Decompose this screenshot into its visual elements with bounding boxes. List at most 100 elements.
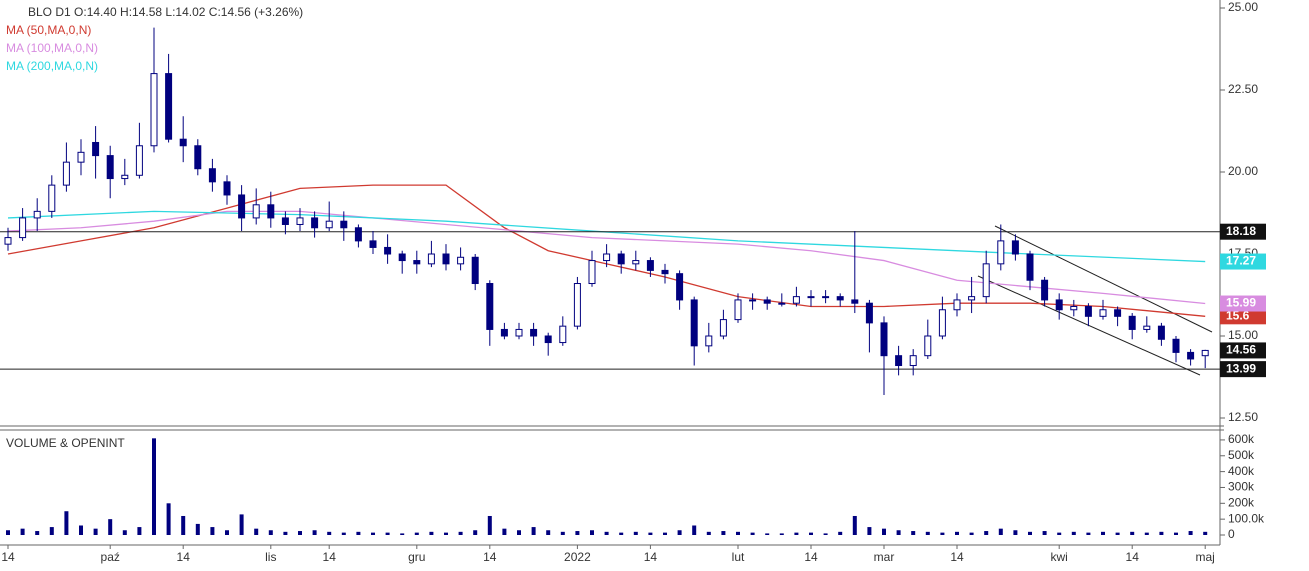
candle-body xyxy=(471,256,479,285)
volume-bar xyxy=(6,530,10,535)
volume-bar xyxy=(692,525,697,535)
candle-body xyxy=(632,260,640,265)
volume-bar xyxy=(268,530,273,535)
candle-body xyxy=(719,319,727,337)
panel-title: VOLUME & OPENINT xyxy=(6,436,125,450)
volume-bar xyxy=(896,530,901,535)
volume-bar xyxy=(633,531,638,535)
candle-body xyxy=(354,227,362,242)
x-tick-label: 14 xyxy=(483,550,497,564)
y-tick-label: 12.50 xyxy=(1228,410,1258,424)
volume-bar xyxy=(677,530,682,535)
volume-bar xyxy=(809,532,813,535)
candle-body xyxy=(384,246,392,255)
volume-bar xyxy=(429,531,434,535)
volume-bar xyxy=(940,532,945,535)
volume-bar xyxy=(20,528,25,535)
legend-entry: MA (50,MA,0,N) xyxy=(6,23,91,37)
volume-bar xyxy=(327,531,332,535)
volume-bar xyxy=(64,511,69,535)
candle-body xyxy=(165,73,173,140)
candle-body xyxy=(208,168,216,183)
volume-bar xyxy=(122,530,127,535)
volume-bar xyxy=(546,530,551,535)
volume-bar xyxy=(181,515,186,535)
y-tick-label: 100.0k xyxy=(1228,511,1265,525)
x-tick-label: 14 xyxy=(323,550,337,564)
candle-body xyxy=(1084,305,1092,317)
volume-bar xyxy=(79,525,83,535)
volume-bar xyxy=(166,503,171,535)
volume-bar xyxy=(911,531,916,535)
volume-bar xyxy=(560,531,565,535)
volume-bar xyxy=(254,528,259,535)
candle-body xyxy=(427,253,435,265)
volume-bar xyxy=(969,532,974,535)
price-badge xyxy=(1220,361,1266,378)
volume-bar xyxy=(473,530,478,535)
candle-body xyxy=(1143,325,1151,330)
candle-body xyxy=(588,260,596,285)
x-tick-label: maj xyxy=(1196,550,1215,564)
volume-bar xyxy=(648,532,653,535)
candle-body xyxy=(457,256,465,265)
volume-bar xyxy=(867,527,872,535)
y-tick-label: 400k xyxy=(1228,464,1255,478)
candle-body xyxy=(968,296,976,301)
volume-bar xyxy=(283,531,288,535)
y-tick-label: 15.00 xyxy=(1228,328,1258,342)
trend-line xyxy=(977,275,1201,376)
candle-body xyxy=(880,322,888,357)
x-tick-label: gru xyxy=(408,550,425,564)
candle-body xyxy=(486,283,494,330)
candle-body xyxy=(822,296,830,299)
price-badge xyxy=(1220,253,1266,270)
x-tick-label: lis xyxy=(265,550,276,564)
candle-body xyxy=(646,260,654,271)
candle-body xyxy=(325,220,333,229)
volume-bar xyxy=(823,533,828,535)
x-tick-label: 14 xyxy=(804,550,818,564)
volume-bar xyxy=(356,531,361,535)
trend-line xyxy=(994,225,1213,333)
candle-body xyxy=(1172,338,1180,353)
volume-bar xyxy=(1086,532,1091,535)
candle-body xyxy=(4,237,12,245)
volume-bar xyxy=(93,528,98,535)
candle-body xyxy=(1201,349,1209,357)
ma-line xyxy=(7,210,1206,305)
volume-bar xyxy=(487,515,492,535)
candle-body xyxy=(500,328,508,337)
volume-bar xyxy=(1101,531,1105,535)
candle-body xyxy=(311,217,319,229)
candle-body xyxy=(48,184,56,212)
volume-bar xyxy=(1115,532,1120,535)
x-tick-label: 14 xyxy=(1126,550,1140,564)
volume-bar xyxy=(765,533,770,535)
volume-bar xyxy=(794,532,799,535)
price-badge xyxy=(1220,295,1266,312)
volume-bar xyxy=(575,531,580,535)
price-badge-label: 17.27 xyxy=(1226,254,1256,268)
volume-bar xyxy=(838,531,843,535)
x-tick-label: 14 xyxy=(950,550,964,564)
candle-body xyxy=(1157,325,1165,340)
volume-bar xyxy=(35,531,40,535)
x-tick-label: mar xyxy=(874,550,895,564)
candle-body xyxy=(617,253,625,265)
volume-bar xyxy=(531,527,536,535)
volume-bar xyxy=(955,531,959,535)
price-badge xyxy=(1220,342,1266,359)
volume-bar xyxy=(1188,531,1193,535)
chart-title: BLO D1 O:14.40 H:14.58 L:14.02 C:14.56 (… xyxy=(28,5,303,19)
candle-body xyxy=(413,260,421,265)
candle-body xyxy=(62,161,70,186)
candle-body xyxy=(953,299,961,311)
volume-bar xyxy=(444,532,448,535)
candle-body xyxy=(603,253,611,262)
price-badge-label: 14.56 xyxy=(1226,343,1256,357)
volume-bar xyxy=(371,532,375,535)
x-tick-label: 14 xyxy=(177,550,191,564)
candle-body xyxy=(281,217,289,225)
candle-body xyxy=(1055,299,1063,311)
